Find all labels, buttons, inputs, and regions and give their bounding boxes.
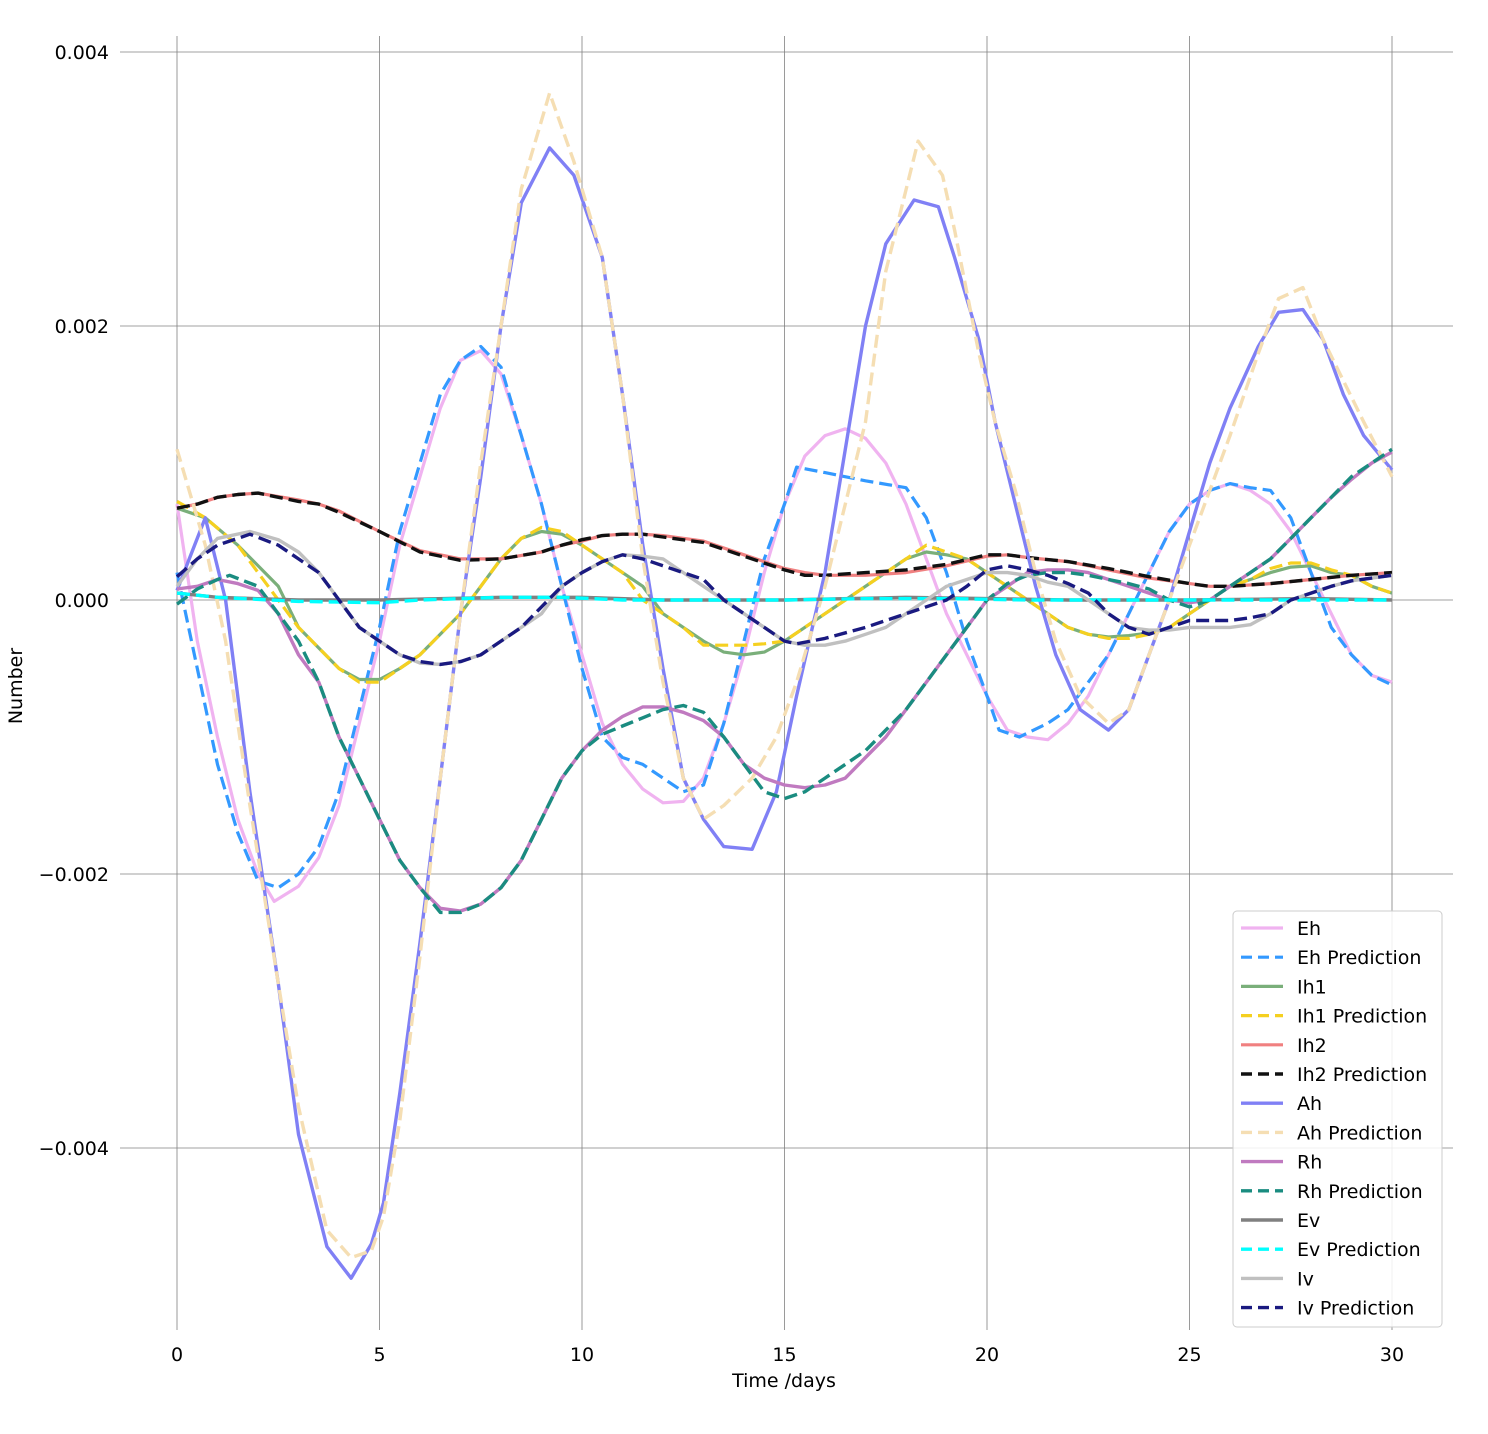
series-line-ah <box>175 146 1394 1280</box>
y-tick-label: −0.004 <box>39 1138 109 1160</box>
legend-label: Ev <box>1297 1210 1320 1232</box>
legend: Eh Eh Prediction Ih1 Ih1 Prediction Ih2 Ih2 P… <box>1232 910 1443 1328</box>
legend-label: Rh Prediction <box>1297 1181 1423 1203</box>
y-axis-label: Number <box>5 648 27 725</box>
legend-label: Iv Prediction <box>1297 1298 1414 1320</box>
series-line-ah-prediction <box>175 91 1394 1260</box>
x-tick-label: 10 <box>570 1344 594 1366</box>
y-tick-label: −0.002 <box>39 864 109 886</box>
x-tick-label: 0 <box>171 1344 183 1366</box>
x-tick-label: 15 <box>772 1344 796 1366</box>
x-tick-label: 30 <box>1380 1344 1404 1366</box>
y-tick-label: 0.002 <box>55 316 109 338</box>
x-axis-label: Time /days <box>731 1370 836 1392</box>
x-tick-label: 5 <box>373 1344 385 1366</box>
legend-label: Eh Prediction <box>1297 947 1421 969</box>
series-line-rh-prediction <box>175 447 1393 915</box>
legend-label: Ih2 Prediction <box>1297 1064 1427 1086</box>
y-tick-label: 0.004 <box>55 42 109 64</box>
series-line-ih2-prediction <box>176 491 1393 588</box>
series-line-eh-prediction <box>175 344 1393 890</box>
series-lines <box>175 91 1394 1280</box>
y-tick-label: 0.000 <box>55 590 109 612</box>
legend-label: Ev Prediction <box>1297 1239 1421 1261</box>
series-line-ev-prediction <box>176 591 1392 605</box>
x-tick-label: 20 <box>975 1344 999 1366</box>
x-tick-label: 25 <box>1177 1344 1201 1366</box>
legend-label: Ah <box>1297 1093 1322 1115</box>
legend-label: Iv <box>1297 1268 1314 1290</box>
legend-label: Ah Prediction <box>1297 1122 1422 1144</box>
series-line-iv-prediction <box>175 532 1393 667</box>
legend-label: Ih2 <box>1297 1035 1327 1057</box>
legend-label: Eh <box>1297 918 1321 940</box>
legend-label: Ih1 <box>1297 976 1327 998</box>
legend-label: Ih1 Prediction <box>1297 1006 1427 1028</box>
tick-labels: 0 5 10 15 20 25 30 −0.004 −0.002 0.000 0.002 0.004 <box>39 42 1404 1366</box>
legend-label: Rh <box>1297 1152 1322 1174</box>
legend-box <box>1232 910 1443 1328</box>
